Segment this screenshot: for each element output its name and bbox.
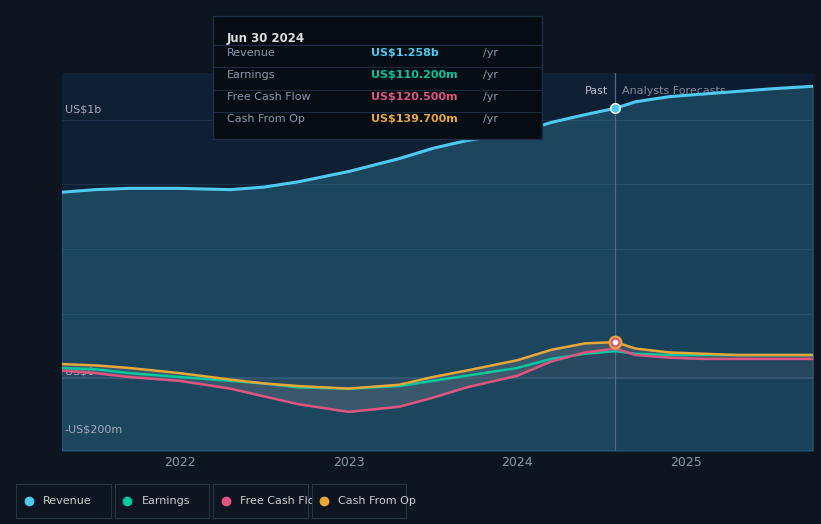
Text: Free Cash Flow: Free Cash Flow xyxy=(240,496,323,506)
Text: Cash From Op: Cash From Op xyxy=(227,114,305,124)
Text: /yr: /yr xyxy=(483,114,498,124)
Text: Earnings: Earnings xyxy=(227,70,275,80)
Text: /yr: /yr xyxy=(483,92,498,102)
Text: Analysts Forecasts: Analysts Forecasts xyxy=(622,86,726,96)
Text: Revenue: Revenue xyxy=(227,48,275,58)
Bar xyxy=(62,73,615,451)
Text: US$1.258b: US$1.258b xyxy=(371,48,439,58)
Text: US$110.200m: US$110.200m xyxy=(371,70,458,80)
Text: US$139.700m: US$139.700m xyxy=(371,114,458,124)
Text: Earnings: Earnings xyxy=(141,496,190,506)
Text: -US$200m: -US$200m xyxy=(65,425,123,435)
Text: Cash From Op: Cash From Op xyxy=(338,496,416,506)
Text: /yr: /yr xyxy=(483,48,498,58)
Bar xyxy=(615,73,813,451)
Text: US$1b: US$1b xyxy=(65,105,101,115)
Text: Past: Past xyxy=(585,86,608,96)
Text: /yr: /yr xyxy=(483,70,498,80)
Text: US$120.500m: US$120.500m xyxy=(371,92,457,102)
Text: Revenue: Revenue xyxy=(43,496,92,506)
Text: Jun 30 2024: Jun 30 2024 xyxy=(227,32,305,45)
Text: US$0: US$0 xyxy=(65,367,94,377)
Text: Free Cash Flow: Free Cash Flow xyxy=(227,92,310,102)
